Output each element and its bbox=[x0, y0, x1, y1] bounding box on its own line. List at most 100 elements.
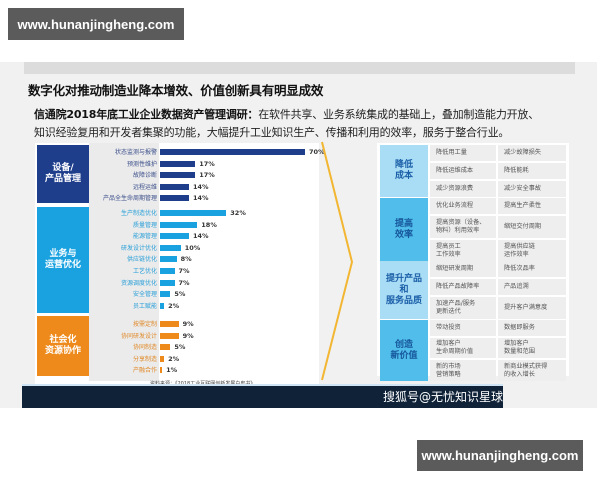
bar-label: 能源管理 bbox=[132, 233, 157, 241]
footer-credit: 搜狐号@无忧知识星球 bbox=[382, 390, 503, 404]
bar-value: 5% bbox=[174, 290, 186, 299]
benefit-cell: 带动投资 bbox=[430, 320, 496, 336]
footer-bar: 搜狐号@无忧知识星球 bbox=[22, 386, 503, 408]
bar-value: 17% bbox=[199, 171, 215, 179]
slide-top-band bbox=[24, 62, 575, 74]
chart-row: 预测性维护 17% bbox=[35, 159, 319, 170]
chart-row: 协同制造 5% bbox=[35, 342, 319, 353]
bar-value: 9% bbox=[182, 320, 194, 328]
benefit-cell: 加速产品/服务 更新迭代 bbox=[430, 297, 496, 319]
bar-value: 18% bbox=[201, 220, 217, 229]
chart-row: 质量管理 18% bbox=[35, 220, 319, 231]
bar-value: 1% bbox=[166, 366, 178, 375]
benefit-section: 提升产品 和 服务品质 缩短研发周期 降低次品率 降低产品故障率 产品追溯 加速产品/服务… bbox=[380, 261, 566, 319]
benefit-cell: 减少资源浪费 bbox=[430, 181, 496, 197]
bar bbox=[160, 149, 305, 155]
category-business-operations: 业务与 运营优化 bbox=[37, 207, 89, 313]
bar-label: 质量管理 bbox=[132, 221, 157, 229]
bar-label: 资源调度优化 bbox=[120, 279, 157, 287]
chart-row: 协同研发设计 9% bbox=[35, 331, 319, 342]
bar-value: 14% bbox=[193, 232, 209, 241]
bar-label: 供应链优化 bbox=[126, 256, 157, 264]
benefit-cell: 降低次品率 bbox=[498, 261, 566, 277]
bar bbox=[160, 268, 175, 274]
label-column-bg bbox=[89, 143, 159, 381]
slide-subtitle-line2: 知识经验复用和开发者集聚的功能，大幅提升工业知识生产、传播和利用的效率，服务于整… bbox=[34, 126, 510, 139]
benefit-cell: 提高供应链 运作效率 bbox=[498, 240, 566, 262]
bar bbox=[160, 302, 165, 309]
bar-label: 故障诊断 bbox=[132, 172, 157, 179]
benefit-cell: 提升客户满意度 bbox=[498, 297, 566, 319]
bar-value: 14% bbox=[193, 182, 209, 191]
bar-label: 产品全生命周期管理 bbox=[102, 195, 157, 202]
benefit-heading: 创造 新价值 bbox=[380, 320, 428, 381]
chevron-arrow-icon bbox=[321, 141, 354, 381]
benefit-cell: 提高生产柔性 bbox=[498, 198, 566, 214]
category-social-collaboration: 社会化 资源协作 bbox=[37, 316, 89, 376]
bar-value: 7% bbox=[178, 267, 190, 275]
benefit-cell: 提高员工 工作效率 bbox=[430, 240, 496, 262]
bar bbox=[160, 233, 189, 240]
bar-label: 远程运维 bbox=[132, 183, 157, 191]
slide: 数字化对推动制造业降本增效、价值创新具有明显成效 信通院2018年底工业企业数据… bbox=[0, 62, 597, 408]
benefit-cell: 降低运维成本 bbox=[430, 163, 496, 179]
chart-row: 工艺优化 7% bbox=[35, 266, 319, 277]
benefit-cell: 缩短交付周期 bbox=[498, 216, 566, 238]
bar-label: 预测性维护 bbox=[126, 160, 157, 168]
chart-row: 产融合作 1% bbox=[35, 365, 319, 376]
bar-value: 14% bbox=[193, 194, 209, 202]
bar-label: 分享制造 bbox=[132, 355, 157, 363]
group-social-collaboration: 社会化 资源协作 bbox=[35, 316, 319, 376]
benefit-cell: 降低产品故障率 bbox=[430, 279, 496, 295]
benefit-cell: 增加客户 数量和范围 bbox=[498, 338, 566, 358]
benefit-cell: 缩短研发周期 bbox=[430, 261, 496, 277]
watermark-bottom: www.hunanjingheng.com bbox=[417, 440, 583, 471]
slide-title: 数字化对推动制造业降本增效、价值创新具有明显成效 bbox=[28, 83, 324, 98]
benefit-cell: 减少故障损失 bbox=[498, 145, 566, 161]
chart-row: 员工赋能 2% bbox=[35, 301, 319, 312]
bar-value: 32% bbox=[230, 209, 246, 217]
category-device-product: 设备/ 产品管理 bbox=[37, 145, 89, 203]
bar-value: 5% bbox=[174, 343, 186, 352]
bar bbox=[160, 210, 227, 216]
bar-value: 17% bbox=[199, 159, 215, 168]
chart-row: 资源调度优化 7% bbox=[35, 278, 319, 289]
benefit-cell: 减少安全事故 bbox=[498, 181, 566, 197]
chart-row: 远程运维 14% bbox=[35, 182, 319, 193]
chart-row: 能源管理 14% bbox=[35, 231, 319, 242]
benefit-cell: 产品追溯 bbox=[498, 279, 566, 295]
bar bbox=[160, 344, 171, 351]
bar bbox=[160, 291, 171, 298]
benefit-cell: 新的市场 营销策略 bbox=[430, 360, 496, 381]
group-business-operations: 业务与 运营优化 bbox=[35, 207, 319, 313]
bar bbox=[160, 256, 177, 263]
bar-label: 按需定制 bbox=[132, 321, 157, 328]
bar bbox=[160, 244, 181, 251]
bar-chart: 设备/ 产品管理 业务与 运营优化 社会化 资源协作 状态监测与报警 70% 预测性… bbox=[35, 143, 325, 386]
chart-row: 按需定制 9% bbox=[35, 319, 319, 330]
benefit-cell: 优化业务流程 bbox=[430, 198, 496, 214]
benefit-section: 提高 效率 优化业务流程 提高生产柔性 提高资源（设备、 物料）利用效率 缩短交付周期提… bbox=[380, 198, 566, 262]
benefits-table: 降低 成本 降低用工量 减少故障损失 降低运维成本 降低能耗 减少资源浪费 减少安全事故 提高… bbox=[377, 143, 569, 381]
benefit-section: 降低 成本 降低用工量 减少故障损失 降低运维成本 降低能耗 减少资源浪费 减少安全事故 bbox=[380, 145, 566, 197]
group-device-product: 设备/ 产品管理 bbox=[35, 145, 319, 203]
bar-value: 8% bbox=[180, 255, 192, 264]
bar-label: 工艺优化 bbox=[132, 268, 157, 275]
bar bbox=[160, 221, 198, 228]
watermark-bottom-text: www.hunanjingheng.com bbox=[421, 448, 579, 463]
chart-row: 安全管理 5% bbox=[35, 289, 319, 300]
benefit-cell: 数据即服务 bbox=[498, 320, 566, 336]
bar bbox=[160, 355, 165, 362]
benefit-cell: 降低能耗 bbox=[498, 163, 566, 179]
bar-label: 生产制造优化 bbox=[120, 210, 157, 217]
bar bbox=[160, 332, 179, 339]
watermark-top: www.hunanjingheng.com bbox=[8, 8, 184, 40]
chart-row: 研发设计优化 10% bbox=[35, 243, 319, 254]
subtitle-rest: 在软件共享、业务系统集成的基础上，叠加制造能力开放、 bbox=[258, 108, 540, 121]
benefit-cell: 增加客户 生命周期价值 bbox=[430, 338, 496, 358]
bar-label: 员工赋能 bbox=[132, 302, 157, 310]
chart-row: 分享制造 2% bbox=[35, 354, 319, 365]
bar bbox=[160, 321, 179, 327]
bar-value: 2% bbox=[168, 354, 180, 363]
bar bbox=[160, 183, 189, 190]
